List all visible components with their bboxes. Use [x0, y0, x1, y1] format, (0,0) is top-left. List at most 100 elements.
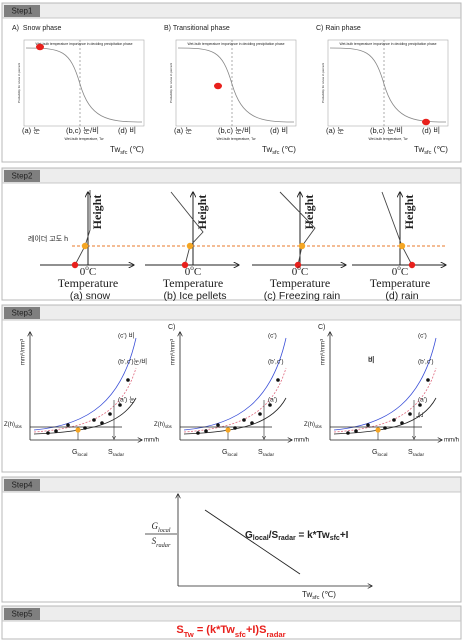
plot-title: Wet-bulb temperature importance in decid…	[187, 42, 284, 46]
x-axis-label-sub: sfc	[272, 150, 279, 156]
radar-dot	[81, 242, 89, 250]
step-label: Step3	[12, 309, 33, 318]
fraction-numerator: Glocal	[151, 521, 170, 534]
note-label: 비	[368, 355, 374, 364]
z-obs-label: Z(h)obs	[4, 422, 22, 429]
step-label: Step4	[12, 481, 33, 490]
fraction-denominator-sub: radar	[156, 542, 171, 549]
panel-prefix: C)	[168, 324, 175, 331]
x-axis-label-part: (℃)	[319, 590, 336, 599]
sample-dot	[258, 412, 262, 416]
temperature-profile	[170, 191, 204, 266]
z-obs-label-sub: obs	[315, 424, 322, 429]
step-panel	[1, 476, 462, 603]
fraction-denominator-part: S	[152, 536, 157, 546]
curve-label: (a')	[268, 397, 277, 404]
x-axis-label: Twsfc (℃)	[110, 145, 144, 156]
x-axis-label-part: (℃)	[431, 145, 448, 154]
panel-title: B) Transitional phase	[164, 25, 230, 32]
fraction-numerator-part: G	[151, 521, 158, 531]
sample-dot	[268, 403, 272, 407]
obs-dot	[375, 427, 381, 433]
case-label: (b) Ice pellets	[163, 290, 226, 302]
phase-label: (a) 눈	[174, 126, 192, 135]
radar-dot	[398, 242, 406, 250]
step-label: Step5	[12, 610, 33, 619]
g-local-label-part: G	[222, 449, 227, 456]
x-axis-label: mm/h	[294, 438, 309, 444]
curve-bc	[33, 367, 137, 433]
zero-label-sup: o	[190, 264, 194, 272]
step-tab	[4, 307, 40, 319]
g-local-label: Glocal	[72, 449, 88, 458]
plot-x-label: Wet-bulb temperature, Tw	[369, 137, 408, 141]
sample-dot	[408, 412, 412, 416]
phase-dot	[422, 118, 430, 126]
formula-part: = (k*Tw	[194, 624, 236, 636]
temperature-label: Temperature	[58, 276, 118, 290]
x-axis-label-part: (℃)	[279, 145, 296, 154]
sample-dot	[54, 429, 58, 433]
zero-label: 0oC	[292, 264, 308, 278]
formula-part: S	[176, 624, 183, 636]
phase-label: (d) 비	[422, 126, 440, 135]
radar-height-label: 레이더 고도 h	[28, 234, 68, 243]
formula-sub: Tw	[184, 630, 194, 639]
z-obs-label-part: Z(h)	[154, 422, 165, 428]
sample-dot	[233, 426, 237, 430]
surface-dot	[408, 261, 416, 269]
sample-dot	[92, 418, 96, 422]
temperature-profile	[74, 190, 91, 266]
panel-title: C) Rain phase	[316, 25, 361, 32]
zero-label-sup: o	[85, 264, 89, 272]
sample-dot	[418, 403, 422, 407]
step-panel	[1, 304, 462, 473]
relation-line	[204, 509, 301, 575]
step-header	[2, 168, 461, 183]
zero-label: 0oC	[185, 264, 201, 278]
phase-dot	[214, 82, 222, 90]
sample-dot	[426, 378, 430, 382]
sample-dot	[216, 423, 220, 427]
x-axis-label-part: (℃)	[127, 145, 144, 154]
g-local-label-sub: local	[227, 452, 237, 458]
z-obs-label-sub: obs	[15, 424, 22, 429]
s-radar-label-sub: radar	[113, 452, 125, 458]
curve-label: (a')	[418, 397, 427, 404]
sample-dot	[83, 426, 87, 430]
height-label: Height	[402, 195, 416, 230]
sample-dot	[46, 431, 50, 435]
surface-dot	[71, 261, 79, 269]
curve-label: (a') 눈	[118, 396, 135, 404]
zero-label-part: 0	[80, 266, 86, 278]
curve-label: (b',c')눈/비	[118, 357, 147, 366]
sample-dot	[346, 431, 350, 435]
phase-label: (b,c) 눈/비	[66, 126, 99, 135]
phase-label: (b,c) 눈/비	[370, 126, 403, 135]
plot-frame	[23, 39, 145, 127]
panel-prefix: C)	[318, 324, 325, 331]
radar-dot	[186, 242, 194, 250]
plot-frame	[327, 39, 449, 127]
step-tab	[4, 608, 40, 620]
step-header	[2, 3, 461, 18]
sample-dot	[100, 421, 104, 425]
height-label: Height	[302, 195, 316, 230]
zero-label-part: 0	[292, 266, 298, 278]
plot-frame	[175, 39, 297, 127]
sample-dot	[400, 421, 404, 425]
equation-part: /S	[269, 530, 279, 541]
curve-a	[183, 397, 287, 435]
sample-dot	[118, 403, 122, 407]
y-axis-label: mm⁶/mm³	[320, 339, 327, 365]
equation-sub: radar	[278, 535, 296, 542]
height-label: Height	[195, 195, 209, 230]
curve-label: (c')	[268, 333, 277, 340]
s-radar-label-sub: radar	[263, 452, 275, 458]
formula: STw = (k*Twsfc+I)Sradar	[176, 624, 285, 639]
curve-bc	[333, 367, 437, 433]
s-radar-label-part: S	[408, 449, 413, 456]
phase-label: (b,c) 눈/비	[218, 126, 251, 135]
equation-part: +I	[340, 530, 349, 541]
sample-dot	[196, 431, 200, 435]
